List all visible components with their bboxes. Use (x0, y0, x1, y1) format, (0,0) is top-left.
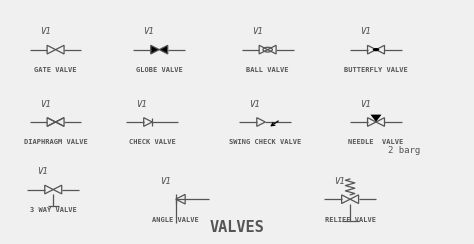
Polygon shape (159, 45, 168, 54)
Text: V1: V1 (360, 100, 371, 109)
Text: V1: V1 (252, 27, 263, 36)
Text: ANGLE VALVE: ANGLE VALVE (152, 217, 199, 223)
Text: V1: V1 (360, 27, 371, 36)
Text: V1: V1 (40, 27, 51, 36)
Text: V1: V1 (40, 100, 51, 109)
Text: DIAPHRAGM VALVE: DIAPHRAGM VALVE (24, 139, 88, 145)
Text: GLOBE VALVE: GLOBE VALVE (136, 67, 182, 73)
Text: CHECK VALVE: CHECK VALVE (129, 139, 175, 145)
Text: BALL VALVE: BALL VALVE (246, 67, 289, 73)
Text: RELIEF VALVE: RELIEF VALVE (325, 217, 375, 223)
Text: V1: V1 (137, 100, 147, 109)
Text: GATE VALVE: GATE VALVE (34, 67, 77, 73)
Text: NEEDLE  VALVE: NEEDLE VALVE (348, 139, 404, 145)
Text: VALVES: VALVES (210, 220, 264, 235)
Text: V1: V1 (249, 100, 260, 109)
Text: V1: V1 (37, 167, 48, 176)
Text: V1: V1 (160, 177, 171, 186)
Text: V1: V1 (144, 27, 154, 36)
Polygon shape (151, 45, 159, 54)
Text: SWING CHECK VALVE: SWING CHECK VALVE (229, 139, 301, 145)
Text: 3 WAY VALVE: 3 WAY VALVE (30, 207, 77, 213)
Text: 2 barg: 2 barg (388, 146, 420, 155)
Text: V1: V1 (334, 177, 345, 186)
Text: BUTTERFLY VALVE: BUTTERFLY VALVE (344, 67, 408, 73)
Polygon shape (371, 115, 382, 122)
Circle shape (373, 48, 379, 51)
